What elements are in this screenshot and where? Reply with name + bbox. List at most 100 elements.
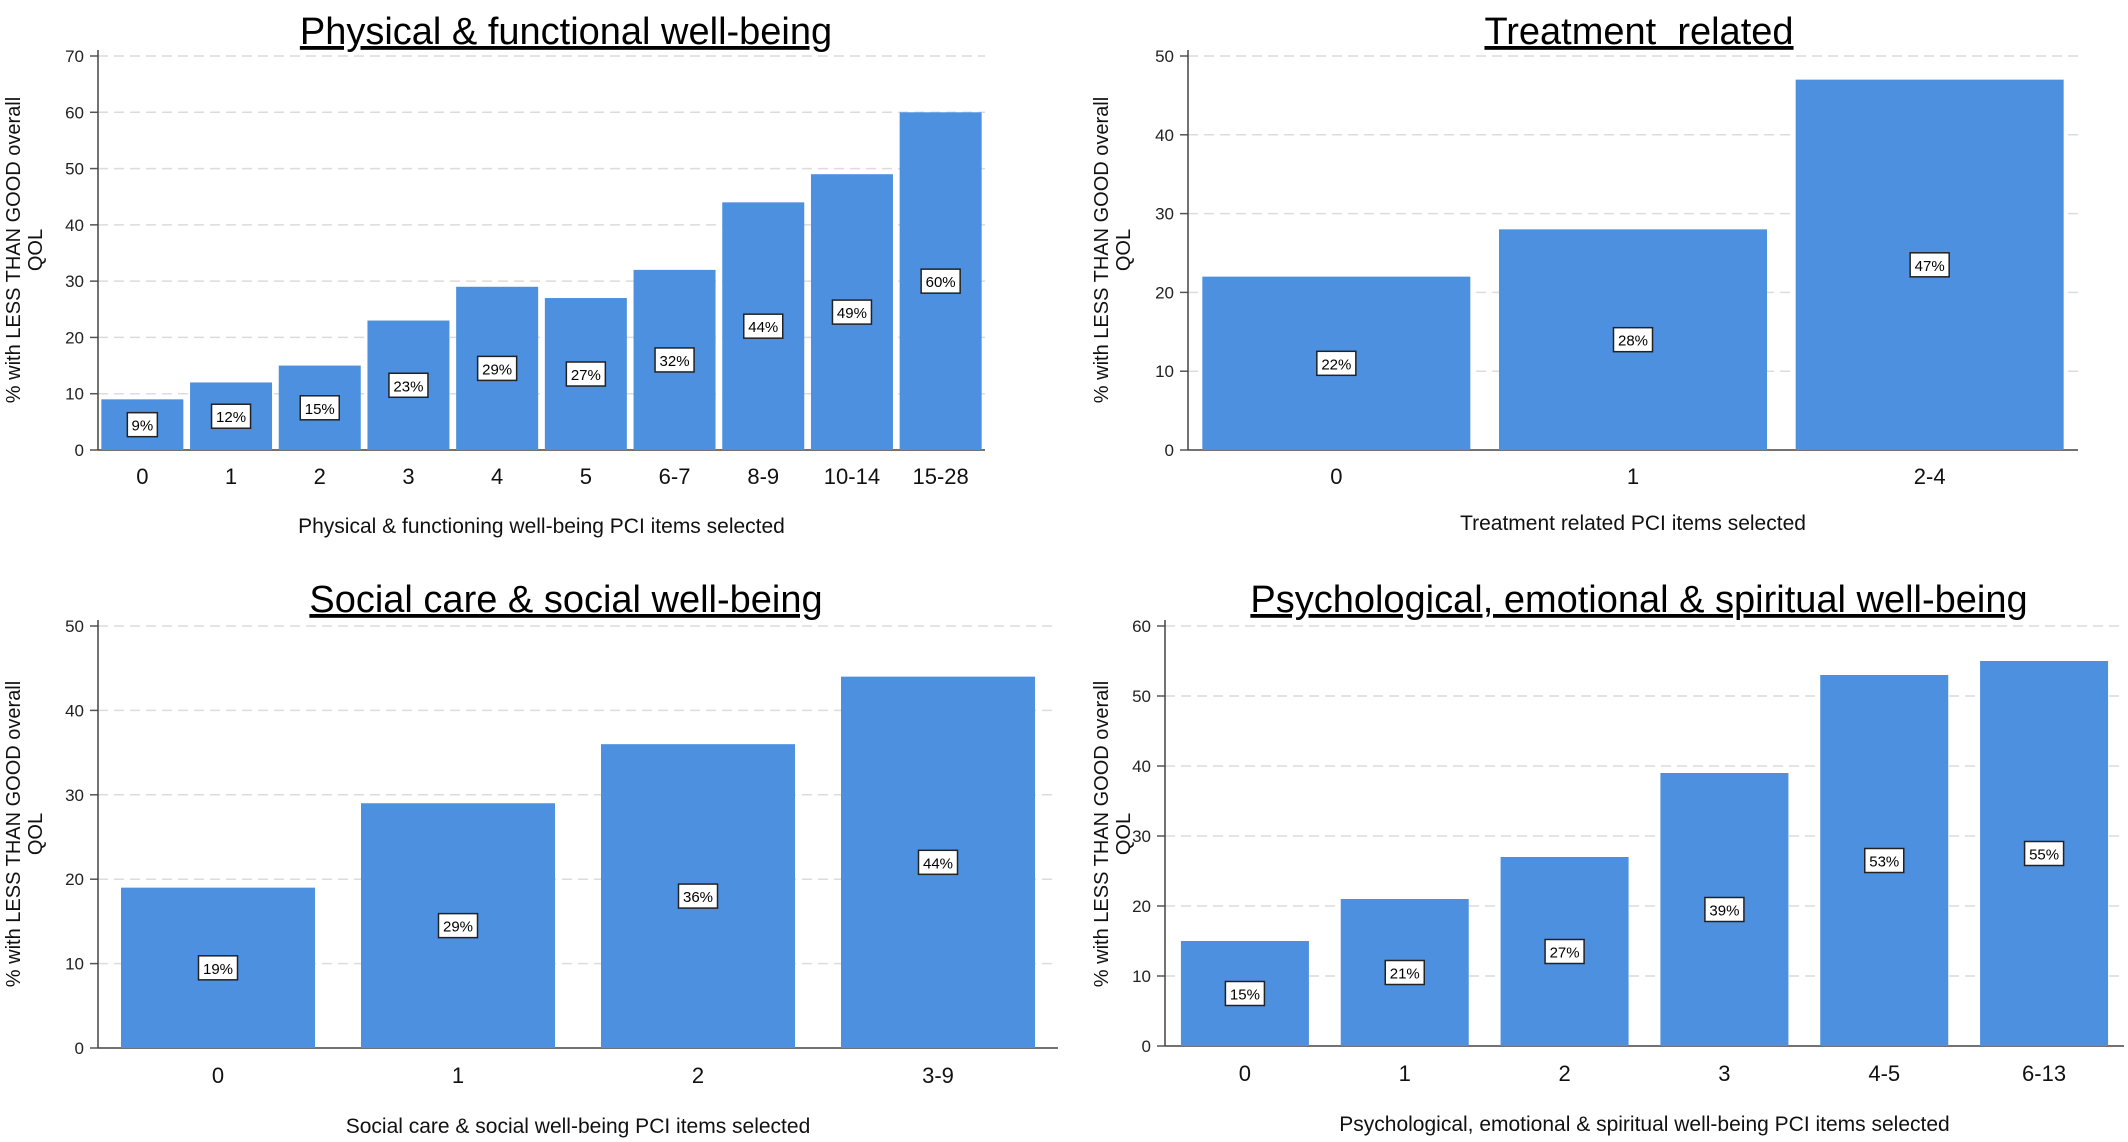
y-axis-label-line: QOL: [25, 813, 47, 855]
y-tick-label: 70: [65, 47, 84, 66]
x-tick-label: 6-13: [2022, 1061, 2066, 1086]
data-label: 15%: [1230, 987, 1260, 1004]
y-tick-label: 60: [1132, 617, 1151, 636]
data-label: 53%: [1869, 854, 1899, 871]
y-tick-label: 20: [1132, 897, 1151, 916]
data-label: 15%: [305, 401, 335, 418]
x-tick-label: 0: [136, 464, 148, 489]
x-axis-label: Psychological, emotional & spiritual wel…: [1339, 1113, 1949, 1136]
data-label-box: [1612, 326, 1654, 353]
y-tick-label: 0: [1165, 441, 1174, 460]
data-label-box: [1544, 938, 1585, 965]
x-tick-label: 3-9: [922, 1063, 954, 1088]
y-tick-label: 50: [65, 160, 84, 179]
data-label-box: [831, 299, 873, 325]
data-label: 9%: [132, 418, 154, 435]
x-tick-label: 2: [692, 1063, 704, 1088]
y-axis-label: % with LESS THAN GOOD overallQOL: [1091, 681, 1135, 987]
data-label-box: [1909, 252, 1950, 278]
y-tick-label: 40: [65, 216, 84, 235]
y-tick-label: 20: [65, 870, 84, 889]
data-label-box: [2023, 840, 2065, 867]
y-tick-label: 10: [65, 955, 84, 974]
data-label: 27%: [571, 367, 601, 384]
y-tick-label: 30: [65, 272, 84, 291]
y-tick-label: 30: [1155, 205, 1174, 224]
y-axis-label-line: % with LESS THAN GOOD overall: [1091, 97, 1113, 403]
x-tick-label: 2-4: [1914, 464, 1946, 489]
data-label: 21%: [1390, 966, 1420, 983]
data-label-box: [299, 395, 340, 421]
data-label-box: [210, 403, 252, 429]
y-tick-label: 10: [1155, 362, 1174, 381]
y-tick-label: 0: [75, 1039, 84, 1058]
x-tick-label: 0: [1330, 464, 1342, 489]
x-tick-label: 1: [452, 1063, 464, 1088]
y-axis-label-line: % with LESS THAN GOOD overall: [1091, 681, 1113, 987]
y-tick-label: 50: [1155, 47, 1174, 66]
data-label: 27%: [1550, 945, 1580, 962]
chart-title: Physical & functional well-being: [300, 11, 832, 53]
y-tick-label: 60: [65, 103, 84, 122]
data-label-box: [388, 372, 429, 399]
x-tick-label: 1: [1399, 1061, 1411, 1086]
y-tick-label: 50: [65, 617, 84, 636]
data-label: 60%: [926, 274, 956, 291]
data-label-box: [476, 355, 518, 382]
y-tick-label: 30: [65, 786, 84, 805]
y-tick-label: 0: [1142, 1037, 1151, 1056]
data-label-box: [437, 912, 479, 939]
data-label: 29%: [443, 919, 473, 936]
y-axis-label: % with LESS THAN GOOD overallQOL: [3, 681, 47, 987]
x-tick-label: 0: [1239, 1061, 1251, 1086]
data-label-box: [1864, 847, 1905, 874]
data-label: 32%: [660, 353, 690, 370]
x-tick-label: 2: [314, 464, 326, 489]
data-label: 29%: [482, 361, 512, 378]
x-tick-label: 15-28: [913, 464, 969, 489]
data-label-box: [1316, 350, 1357, 377]
x-tick-label: 3: [402, 464, 414, 489]
chart-panel-2: Treatment related 0 10 20 30 40 50 22% 0 28% 1 47% 2…: [1091, 11, 2078, 535]
x-tick-label: 3: [1718, 1061, 1730, 1086]
data-label: 19%: [203, 961, 233, 978]
data-label: 22%: [1321, 356, 1351, 373]
chart-title: Social care & social well-being: [309, 579, 822, 621]
x-axis-label: Treatment related PCI items selected: [1460, 512, 1806, 535]
y-axis-label: % with LESS THAN GOOD overallQOL: [3, 97, 47, 403]
x-tick-label: 5: [580, 464, 592, 489]
y-tick-label: 40: [65, 701, 84, 720]
data-label-box: [1224, 980, 1266, 1007]
y-axis-label-line: % with LESS THAN GOOD overall: [3, 97, 25, 403]
data-label-box: [920, 268, 961, 294]
data-label: 39%: [1709, 903, 1739, 920]
chart-title: Treatment related: [1484, 11, 1793, 53]
x-tick-label: 0: [212, 1063, 224, 1088]
x-tick-label: 6-7: [659, 464, 691, 489]
x-tick-label: 8-9: [747, 464, 779, 489]
y-axis-label-line: % with LESS THAN GOOD overall: [3, 681, 25, 987]
x-tick-label: 1: [225, 464, 237, 489]
x-axis-label: Social care & social well-being PCI item…: [346, 1115, 811, 1138]
data-label-box: [917, 849, 959, 876]
y-tick-label: 30: [1132, 827, 1151, 846]
data-label: 28%: [1618, 333, 1648, 350]
data-label: 55%: [2029, 847, 2059, 864]
data-label: 23%: [393, 378, 423, 395]
data-label-box: [1384, 959, 1425, 986]
x-tick-label: 2: [1558, 1061, 1570, 1086]
y-axis-label: % with LESS THAN GOOD overallQOL: [1091, 97, 1135, 403]
y-tick-label: 10: [65, 385, 84, 404]
chart-panel-3: Social care & social well-being010203040…: [3, 579, 1058, 1138]
data-label-box: [565, 361, 607, 387]
y-tick-label: 10: [1132, 967, 1151, 986]
y-tick-label: 50: [1132, 687, 1151, 706]
x-tick-label: 4: [491, 464, 503, 489]
data-label: 44%: [748, 319, 778, 336]
data-label: 36%: [683, 889, 713, 906]
y-tick-label: 20: [1155, 283, 1174, 302]
data-label: 44%: [923, 855, 953, 872]
x-axis-label: Physical & functioning well-being PCI it…: [298, 515, 785, 538]
data-label-box: [654, 347, 695, 373]
